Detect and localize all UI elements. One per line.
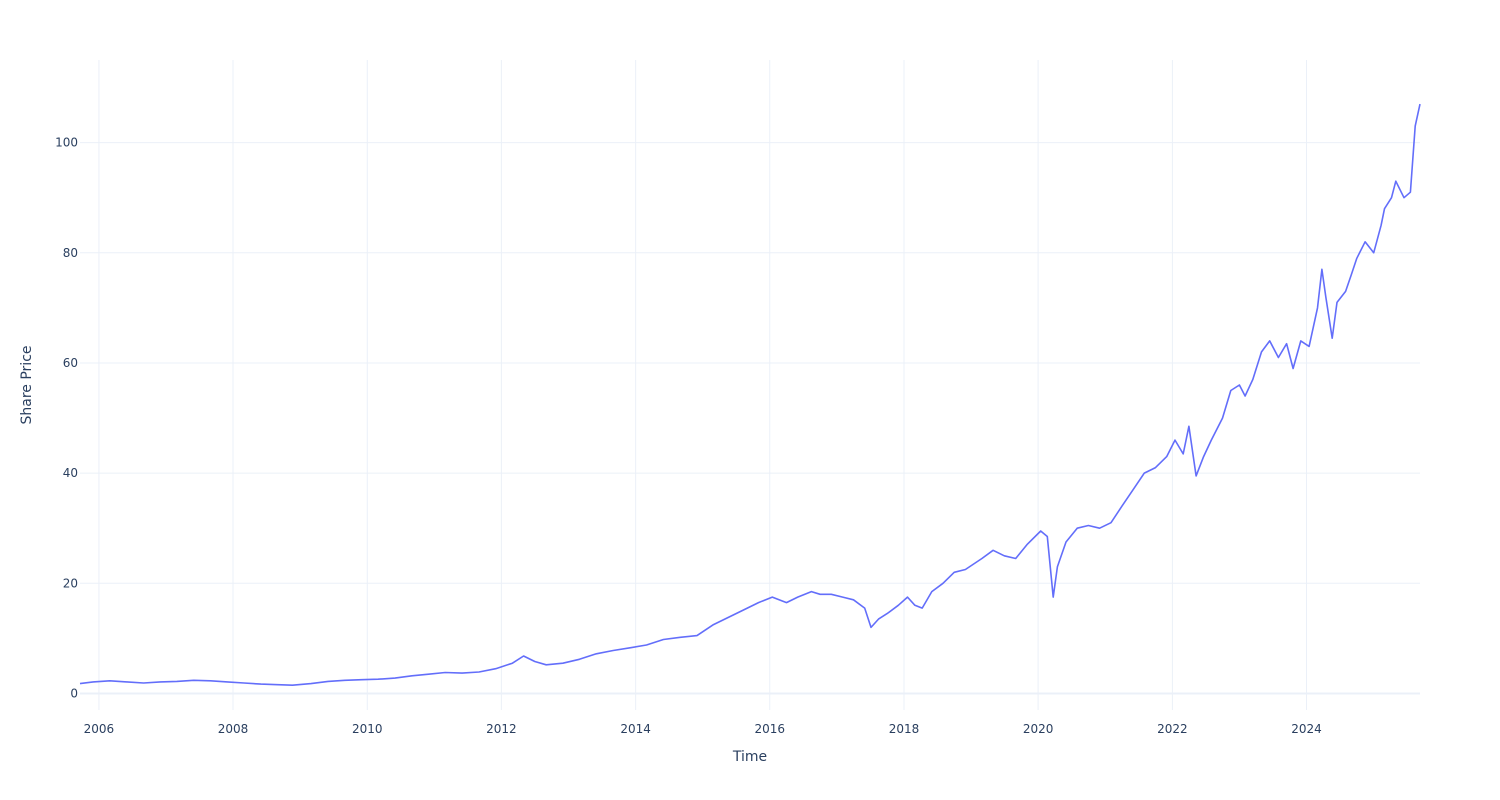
grid	[80, 60, 1420, 710]
y-tick-label: 40	[63, 466, 78, 480]
x-tick-label: 2014	[620, 722, 651, 736]
x-tick-label: 2010	[352, 722, 383, 736]
price-line	[79, 103, 1421, 687]
x-tick-label: 2008	[218, 722, 249, 736]
y-axis-title: Share Price	[19, 345, 35, 424]
y-tick-label: 20	[63, 576, 78, 590]
x-tick-label: 2022	[1157, 722, 1188, 736]
x-tick-label: 2006	[84, 722, 115, 736]
x-tick-label: 2020	[1023, 722, 1054, 736]
plot-area	[79, 103, 1421, 687]
x-tick-label: 2016	[754, 722, 785, 736]
x-axis-title: Time	[732, 749, 767, 765]
y-tick-label: 80	[63, 246, 78, 260]
y-tick-label: 0	[70, 686, 78, 700]
y-tick-label: 100	[55, 136, 78, 150]
x-tick-label: 2018	[889, 722, 920, 736]
x-tick-label: 2024	[1291, 722, 1322, 736]
x-axis-ticks: 2006 2008 2010 2012 2014 2016 2018 2020 2022 2024	[84, 722, 1322, 736]
x-tick-label: 2012	[486, 722, 517, 736]
y-tick-label: 60	[63, 356, 78, 370]
y-axis-ticks: 0 20 40 60 80 100	[55, 136, 78, 701]
